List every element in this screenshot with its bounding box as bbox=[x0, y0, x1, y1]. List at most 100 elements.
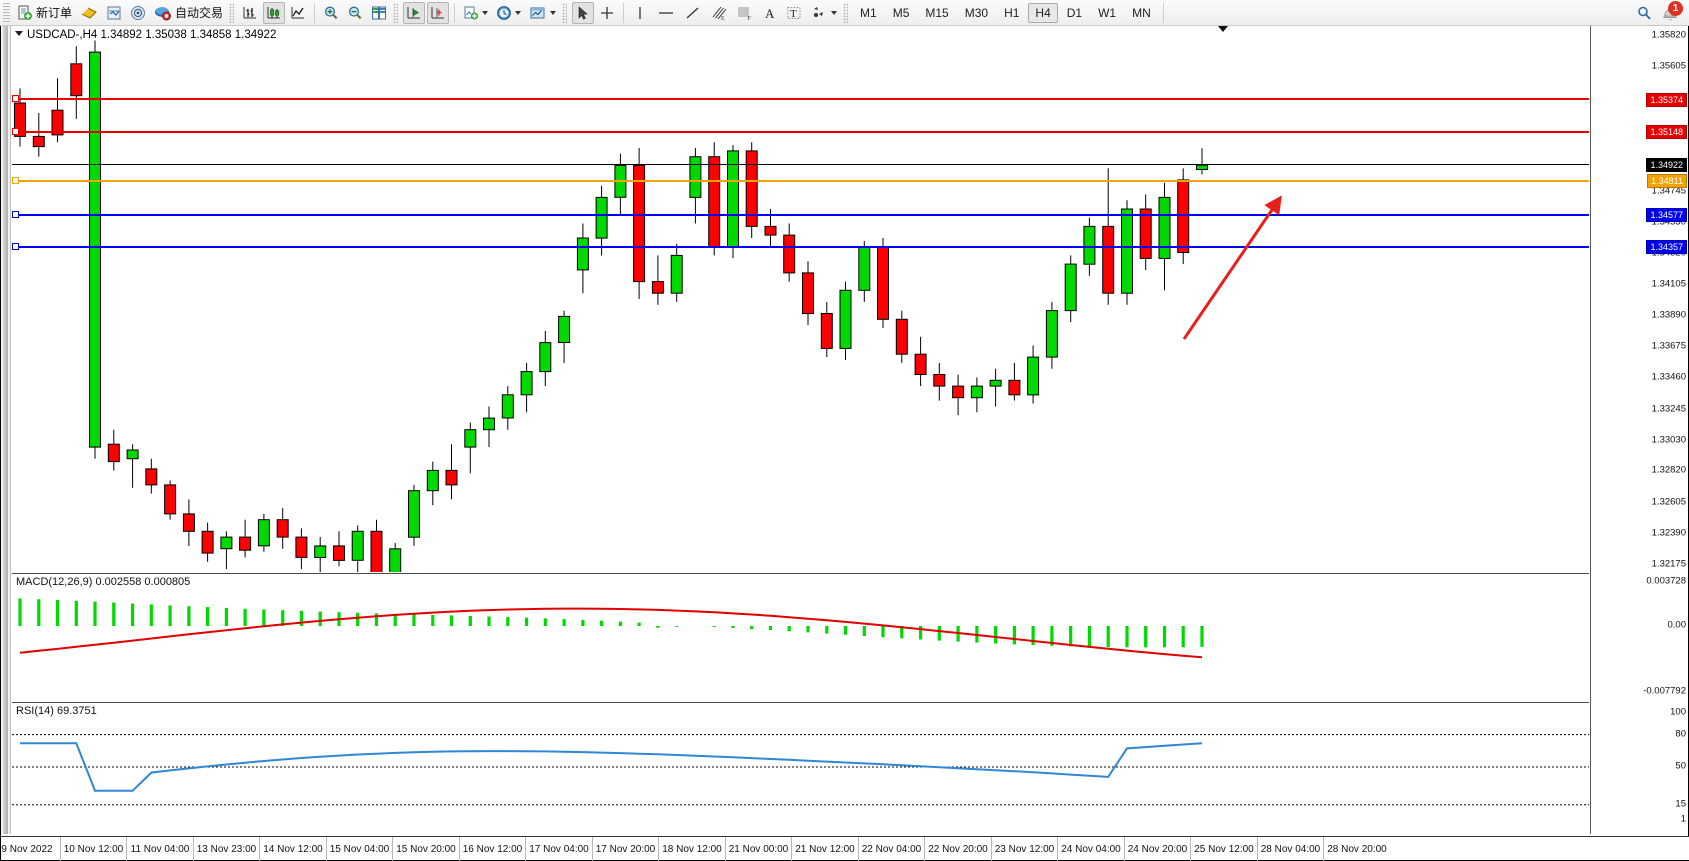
price-axis-label: 1.33030 bbox=[1651, 434, 1686, 446]
level-anchor-pivot[interactable] bbox=[12, 177, 19, 185]
period-selector: M1 M5 M15 M30 H1 H4 D1 W1 MN bbox=[852, 2, 1159, 23]
shapes-dropdown-caret[interactable] bbox=[831, 10, 838, 15]
period-m5[interactable]: M5 bbox=[892, 5, 910, 20]
shapes-icon bbox=[814, 6, 824, 17]
price-axis-label: 1.33460 bbox=[1651, 371, 1686, 383]
equidistant-channel-button[interactable]: E bbox=[707, 2, 731, 24]
chart-vertical-scrollbar[interactable] bbox=[1, 26, 11, 834]
signals-button[interactable] bbox=[127, 2, 149, 24]
new-order-button[interactable]: 新订单 bbox=[14, 2, 75, 24]
period-w1[interactable]: W1 bbox=[1098, 5, 1117, 20]
chart-menu-caret[interactable] bbox=[15, 31, 23, 36]
scrollbar-thumb[interactable] bbox=[3, 26, 8, 834]
periods-dropdown-caret[interactable] bbox=[515, 10, 522, 15]
price-pane[interactable] bbox=[12, 26, 1589, 572]
indicators-icon bbox=[464, 6, 479, 20]
rsi-pane[interactable]: RSI(14) 69.3751 bbox=[12, 702, 1589, 834]
level-anchor-resistance-1[interactable] bbox=[12, 128, 19, 136]
time-tick bbox=[1057, 837, 1058, 861]
templates-button[interactable] bbox=[526, 2, 559, 24]
price-axis-label: 1.32175 bbox=[1651, 558, 1686, 570]
level-line-support-2[interactable] bbox=[12, 246, 1589, 249]
vertical-line-button[interactable] bbox=[629, 2, 651, 24]
macd-axis-label: 0.003728 bbox=[1646, 575, 1686, 587]
price-tag-red[interactable]: 1.35374 bbox=[1646, 92, 1687, 107]
svg-text:E: E bbox=[721, 16, 725, 21]
search-icon[interactable] bbox=[1635, 4, 1653, 22]
horizontal-line-button[interactable] bbox=[653, 2, 679, 24]
level-line-last-price[interactable] bbox=[12, 164, 1589, 166]
price-tag-blue[interactable]: 1.34357 bbox=[1646, 240, 1687, 255]
crosshair-button[interactable] bbox=[596, 2, 618, 24]
price-tag-black[interactable]: 1.34922 bbox=[1646, 158, 1687, 173]
trendline-button[interactable] bbox=[681, 2, 705, 24]
candlestick-chart-button[interactable] bbox=[263, 1, 286, 24]
toolbar-right-group: 1 bbox=[1635, 0, 1689, 23]
text-label-icon: T bbox=[787, 6, 801, 20]
time-axis-label: 23 Nov 12:00 bbox=[994, 844, 1055, 855]
level-line-resistance-2[interactable] bbox=[12, 98, 1589, 101]
period-m15[interactable]: M15 bbox=[925, 5, 949, 20]
notification-bell-icon[interactable]: 1 bbox=[1661, 0, 1683, 23]
period-h4[interactable]: H4 bbox=[1028, 2, 1058, 23]
cursor-icon bbox=[578, 5, 588, 20]
period-d1[interactable]: D1 bbox=[1066, 5, 1083, 20]
auto-trading-icon bbox=[155, 6, 172, 20]
auto-trading-button[interactable]: 自动交易 bbox=[151, 2, 226, 24]
macd-axis-label: -0.007792 bbox=[1643, 685, 1686, 697]
toolbar-grip-2[interactable] bbox=[229, 2, 235, 23]
text-button[interactable]: A bbox=[759, 2, 781, 24]
time-tick bbox=[924, 837, 925, 861]
level-line-support-1[interactable] bbox=[12, 214, 1589, 217]
period-m1[interactable]: M1 bbox=[860, 5, 877, 20]
toolbar-grip-3[interactable] bbox=[393, 2, 399, 23]
data-window-button[interactable] bbox=[103, 2, 125, 24]
bar-chart-button[interactable] bbox=[239, 2, 261, 24]
zoom-out-button[interactable] bbox=[344, 2, 366, 24]
line-chart-button[interactable] bbox=[287, 2, 309, 24]
price-axis-label: 1.34105 bbox=[1651, 278, 1686, 290]
period-m30[interactable]: M30 bbox=[964, 5, 989, 20]
time-tick bbox=[192, 837, 194, 861]
period-h1[interactable]: H1 bbox=[1004, 5, 1020, 20]
cursor-button[interactable] bbox=[572, 1, 595, 24]
indicators-dropdown-caret[interactable] bbox=[482, 10, 489, 15]
indicators-button[interactable] bbox=[460, 2, 491, 24]
toolbar-separator-4 bbox=[1162, 2, 1164, 23]
time-axis-label: 10 Nov 12:00 bbox=[63, 844, 124, 855]
periods-button[interactable] bbox=[493, 2, 524, 24]
price-axis-label: 1.33675 bbox=[1651, 340, 1686, 352]
toolbar-grip-1[interactable] bbox=[3, 2, 10, 23]
toolbar-grip-4[interactable] bbox=[562, 2, 568, 23]
expert-advisors-icon bbox=[81, 6, 97, 19]
price-axis-label: 1.33890 bbox=[1651, 309, 1686, 321]
period-mn[interactable]: MN bbox=[1132, 5, 1151, 20]
chart-columns-button[interactable] bbox=[368, 2, 390, 24]
auto-scroll-button[interactable] bbox=[427, 1, 450, 24]
price-tag-blue[interactable]: 1.34577 bbox=[1646, 208, 1687, 223]
time-axis-label: 21 Nov 12:00 bbox=[795, 844, 855, 855]
trendline-icon bbox=[686, 7, 699, 18]
price-tag-red[interactable]: 1.35148 bbox=[1646, 125, 1687, 140]
level-anchor-resistance-2[interactable] bbox=[12, 95, 19, 103]
level-anchor-support-2[interactable] bbox=[12, 243, 19, 251]
text-label-button[interactable]: T bbox=[783, 2, 805, 24]
macd-pane[interactable]: MACD(12,26,9) 0.002558 0.000805 bbox=[12, 573, 1589, 701]
level-anchor-support-1[interactable] bbox=[12, 211, 19, 219]
price-candles-svg bbox=[14, 40, 1208, 572]
price-tag-orange[interactable]: 1.34811 bbox=[1647, 174, 1687, 189]
expert-advisors-button[interactable] bbox=[77, 2, 101, 24]
time-scale[interactable]: 9 Nov 2022 10 Nov 12:00 11 Nov 04:00 13 Nov… bbox=[1, 836, 1689, 861]
vertical-line-icon bbox=[639, 6, 641, 19]
templates-dropdown-caret[interactable] bbox=[550, 10, 557, 15]
fibonacci-button[interactable]: F bbox=[733, 2, 757, 24]
level-line-resistance-1[interactable] bbox=[12, 131, 1589, 134]
symbol-ohlc-text: USDCAD-,H4 1.34892 1.35038 1.34858 1.349… bbox=[27, 29, 277, 41]
toolbar-grip-5[interactable] bbox=[843, 2, 849, 23]
shapes-button[interactable] bbox=[807, 2, 840, 24]
price-scale[interactable]: 1.358201.356051.347451.345301.343201.341… bbox=[1590, 26, 1688, 834]
level-line-pivot[interactable] bbox=[12, 180, 1589, 183]
templates-icon bbox=[530, 7, 545, 18]
chart-shift-button[interactable] bbox=[403, 1, 426, 24]
zoom-in-button[interactable] bbox=[320, 2, 342, 24]
